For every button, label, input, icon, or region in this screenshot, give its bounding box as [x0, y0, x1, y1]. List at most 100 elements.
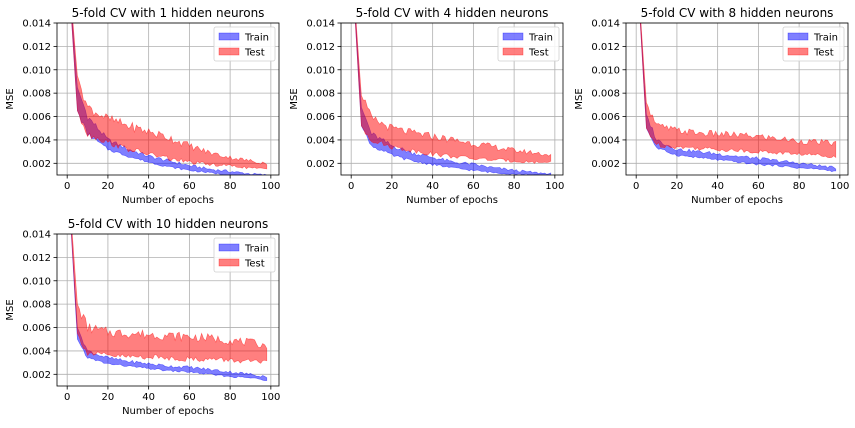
- x-axis-label: Number of epochs: [691, 195, 783, 206]
- chart-panel-1: 0 20 40 60 80 100 0.002 0.004 0.006 0.008 0.010 0.0…: [5, 6, 280, 206]
- y-axis-label: MSE: [5, 299, 16, 320]
- y-tick-label: 0.008: [591, 89, 620, 100]
- chart-panel-2: 0 20 40 60 80 100 0.002 0.004 0.006 0.008 0.010 0.0…: [289, 6, 564, 206]
- x-tick-label: 80: [224, 181, 237, 192]
- y-tick-label: 0.004: [306, 135, 335, 146]
- legend-label-test: Test: [244, 48, 265, 59]
- band-test: [71, 23, 268, 170]
- legend-swatch-train: [502, 32, 524, 41]
- x-tick-label: 100: [261, 392, 280, 403]
- band-test: [639, 23, 837, 159]
- x-tick-label: 60: [467, 181, 480, 192]
- axes-frame: [56, 233, 280, 387]
- legend-swatch-test: [218, 258, 240, 267]
- y-tick-label: 0.012: [22, 253, 51, 264]
- plot-area: [70, 234, 268, 381]
- y-tick-label: 0.014: [591, 19, 620, 30]
- x-tick-label: 40: [142, 392, 155, 403]
- y-axis-label: MSE: [289, 88, 300, 109]
- chart-title: 5-fold CV with 1 hidden neurons: [72, 6, 265, 20]
- band-train: [639, 23, 837, 173]
- y-tick-label: 0.010: [591, 65, 620, 76]
- legend-label-test: Test: [244, 259, 265, 270]
- band-test: [71, 234, 268, 364]
- legend: Train Test: [497, 26, 560, 62]
- y-tick-label: 0.006: [306, 112, 335, 123]
- x-tick-label: 100: [261, 181, 280, 192]
- x-tick-label: 80: [508, 181, 521, 192]
- y-tick-label: 0.010: [22, 65, 51, 76]
- band-train: [355, 23, 552, 175]
- x-tick-label: 60: [183, 181, 196, 192]
- x-tick-label: 40: [426, 181, 439, 192]
- x-tick-label: 40: [711, 181, 724, 192]
- chart-panel-3: 0 20 40 60 80 100 0.002 0.004 0.006 0.008 0.010 0.0…: [574, 6, 849, 206]
- legend: Train Test: [782, 26, 845, 62]
- axes-frame: [56, 22, 280, 176]
- y-tick-label: 0.002: [306, 159, 335, 170]
- x-axis-label: Number of epochs: [122, 195, 214, 206]
- legend-label-train: Train: [244, 244, 269, 255]
- chart-panel-4: 0 20 40 60 80 100 0.002 0.004 0.006 0.008 0.010 0.0…: [5, 217, 280, 417]
- y-tick-label: 0.006: [22, 323, 51, 334]
- y-tick-label: 0.010: [22, 276, 51, 287]
- axes-frame: [340, 22, 564, 176]
- legend: Train Test: [213, 237, 276, 273]
- x-tick-label: 20: [386, 181, 399, 192]
- x-tick-label: 60: [752, 181, 765, 192]
- legend-swatch-train: [218, 32, 240, 41]
- legend-swatch-train: [787, 32, 809, 41]
- legend-swatch-test: [502, 47, 524, 56]
- y-tick-label: 0.002: [22, 370, 51, 381]
- legend-swatch-test: [218, 47, 240, 56]
- chart-title: 5-fold CV with 10 hidden neurons: [68, 217, 269, 231]
- legend-label-train: Train: [528, 33, 553, 44]
- plot-area: [71, 23, 268, 175]
- y-axis-label: MSE: [5, 88, 16, 109]
- y-tick-label: 0.002: [22, 159, 51, 170]
- x-tick-label: 80: [793, 181, 806, 192]
- y-tick-label: 0.014: [22, 19, 51, 30]
- chart-title: 5-fold CV with 4 hidden neurons: [356, 6, 549, 20]
- y-tick-label: 0.002: [591, 159, 620, 170]
- y-tick-label: 0.006: [591, 112, 620, 123]
- x-tick-label: 100: [830, 181, 849, 192]
- plot-area: [639, 23, 837, 173]
- x-axis-label: Number of epochs: [406, 195, 498, 206]
- y-tick-label: 0.008: [306, 89, 335, 100]
- x-tick-label: 0: [64, 181, 70, 192]
- band-train: [70, 234, 268, 381]
- x-tick-label: 20: [671, 181, 684, 192]
- y-tick-label: 0.014: [22, 230, 51, 241]
- x-tick-label: 80: [224, 392, 237, 403]
- legend-label-train: Train: [244, 33, 269, 44]
- x-tick-label: 100: [545, 181, 564, 192]
- x-tick-label: 0: [64, 392, 70, 403]
- band-train: [71, 23, 268, 175]
- y-tick-label: 0.014: [306, 19, 335, 30]
- legend: Train Test: [213, 26, 276, 62]
- y-tick-label: 0.004: [22, 346, 51, 357]
- y-axis-label: MSE: [574, 88, 585, 109]
- x-tick-label: 20: [102, 392, 115, 403]
- x-tick-label: 0: [633, 181, 639, 192]
- chart-title: 5-fold CV with 8 hidden neurons: [641, 6, 834, 20]
- x-tick-label: 40: [142, 181, 155, 192]
- legend-label-test: Test: [528, 48, 549, 59]
- x-tick-label: 20: [102, 181, 115, 192]
- y-tick-label: 0.004: [591, 135, 620, 146]
- legend-label-train: Train: [813, 33, 838, 44]
- band-test: [355, 23, 552, 164]
- y-tick-label: 0.006: [22, 112, 51, 123]
- y-tick-label: 0.004: [22, 135, 51, 146]
- y-tick-label: 0.010: [306, 65, 335, 76]
- x-axis-label: Number of epochs: [122, 406, 214, 417]
- legend-swatch-test: [787, 47, 809, 56]
- legend-swatch-train: [218, 243, 240, 252]
- axes-frame: [625, 22, 849, 176]
- y-tick-label: 0.008: [22, 300, 51, 311]
- plot-area: [355, 23, 552, 175]
- x-tick-label: 0: [348, 181, 354, 192]
- y-tick-label: 0.012: [306, 42, 335, 53]
